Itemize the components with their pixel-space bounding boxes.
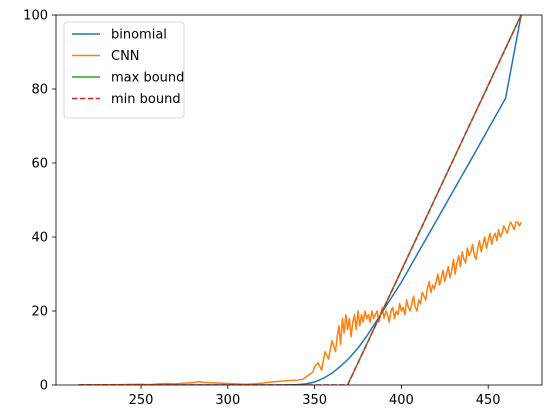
- legend-label: max bound: [111, 71, 184, 86]
- y-tick-label: 100: [23, 9, 48, 24]
- y-tick-label: 40: [31, 231, 48, 246]
- x-tick-label: 400: [389, 393, 414, 408]
- y-tick-label: 60: [31, 157, 48, 172]
- legend: binomial CNN max bound min bound: [63, 21, 185, 119]
- y-tick-label: 20: [31, 305, 48, 320]
- series-line-min-bound: [78, 15, 522, 385]
- legend-box: [63, 21, 185, 119]
- x-tick-label: 250: [129, 393, 154, 408]
- axes-layer: 250 300 350 400 450 0 20 40 60 80 100: [23, 9, 543, 408]
- y-tick-label: 0: [40, 379, 48, 394]
- legend-label: CNN: [111, 49, 140, 64]
- series-layer: [78, 15, 522, 385]
- x-tick-label: 350: [302, 393, 327, 408]
- series-line-cnn: [78, 221, 522, 385]
- x-tick-label: 450: [476, 393, 501, 408]
- series-line-binomial: [78, 15, 522, 385]
- legend-label: binomial: [111, 28, 167, 43]
- legend-label: min bound: [111, 92, 181, 107]
- x-tick-label: 300: [215, 393, 240, 408]
- y-tick-label: 80: [31, 83, 48, 98]
- axes-frame: [55, 14, 543, 386]
